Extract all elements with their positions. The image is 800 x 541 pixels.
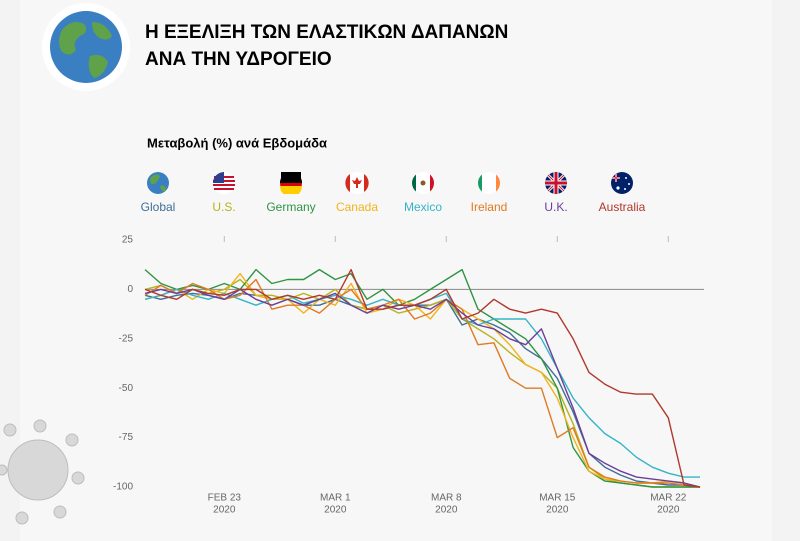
globe-icon bbox=[42, 3, 130, 91]
x-tick-label: MAR 1 bbox=[320, 493, 351, 504]
x-tick-label: 2020 bbox=[435, 505, 458, 516]
y-tick-label: -75 bbox=[119, 432, 134, 443]
flag-canada bbox=[345, 172, 369, 194]
legend-label: Canada bbox=[336, 200, 378, 214]
legend-label: U.S. bbox=[212, 200, 235, 214]
flag-ireland bbox=[477, 172, 501, 194]
x-tick-label: FEB 23 bbox=[208, 493, 242, 504]
title-line: ΑΝΑ ΤΗΝ ΥΔΡΟΓΕΙΟ bbox=[145, 49, 332, 70]
series-line bbox=[144, 278, 701, 488]
x-tick-label: MAR 8 bbox=[431, 493, 462, 504]
flag-germany bbox=[280, 172, 302, 194]
panel bbox=[20, 0, 772, 541]
virus-decoration bbox=[0, 419, 85, 525]
flag-us bbox=[213, 172, 235, 194]
flag-mexico bbox=[411, 172, 435, 194]
legend-label: Australia bbox=[599, 200, 646, 214]
y-tick-label: -100 bbox=[113, 482, 133, 493]
subtitle: Μεταβολή (%) ανά Εβδομάδα bbox=[147, 135, 327, 150]
title-line: Η ΕΞΕΛΙΞΗ ΤΩΝ ΕΛΑΣΤΙΚΩΝ ΔΑΠΑΝΩΝ bbox=[145, 22, 508, 43]
series-line bbox=[144, 268, 700, 488]
flag-global bbox=[147, 172, 169, 194]
legend-label: Global bbox=[141, 200, 176, 214]
x-tick-label: MAR 22 bbox=[650, 493, 687, 504]
x-tick-label: 2020 bbox=[213, 505, 236, 516]
legend-label: U.K. bbox=[544, 200, 567, 214]
x-tick-label: 2020 bbox=[657, 505, 680, 516]
series-line bbox=[144, 292, 701, 488]
y-tick-label: 0 bbox=[127, 284, 133, 295]
legend-label: Ireland bbox=[471, 200, 508, 214]
y-tick-label: -50 bbox=[119, 383, 134, 394]
series-line bbox=[144, 272, 701, 488]
series-line bbox=[144, 268, 701, 488]
legend-label: Mexico bbox=[404, 200, 442, 214]
y-tick-label: 25 bbox=[122, 235, 134, 246]
x-tick-label: 2020 bbox=[324, 505, 347, 516]
y-tick-label: -25 bbox=[119, 333, 134, 344]
flag-uk bbox=[545, 172, 567, 194]
x-tick-label: 2020 bbox=[546, 505, 569, 516]
flag-australia bbox=[611, 172, 633, 194]
x-tick-label: MAR 15 bbox=[539, 493, 576, 504]
legend-label: Germany bbox=[266, 200, 315, 214]
